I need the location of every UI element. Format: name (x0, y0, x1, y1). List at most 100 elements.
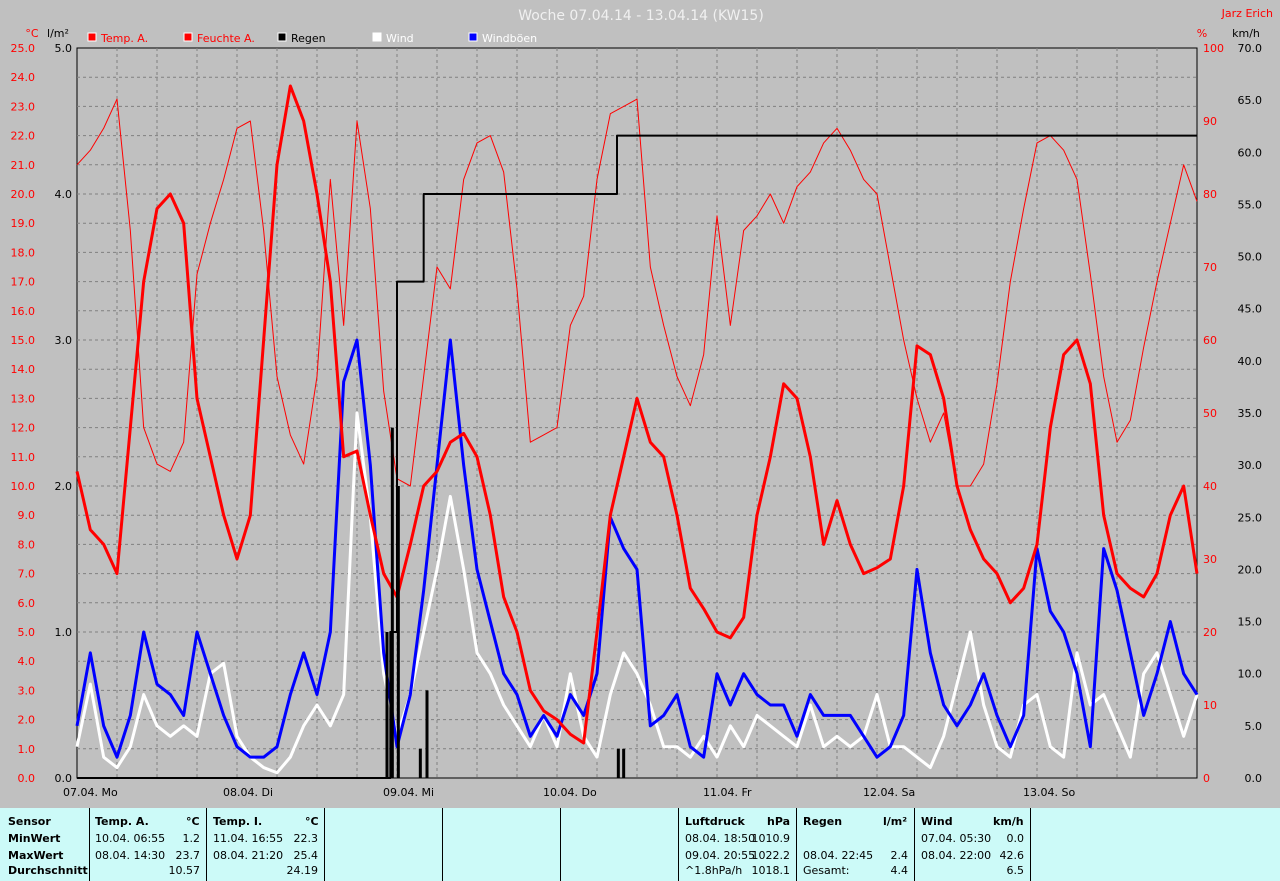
gridlines (77, 48, 1197, 778)
series-line-windb-en (75, 338, 1199, 759)
wind-tick-label: 35.0 (1238, 407, 1263, 420)
wind-tick-label: 70.0 (1238, 42, 1263, 55)
luftdruck-min-value: 1010.9 (751, 832, 791, 845)
wind-min-time: 07.04. 05:30 (921, 832, 992, 845)
legend-swatch (87, 32, 97, 42)
wind-avg-value: 6.5 (1006, 864, 1025, 877)
temp-tick-label: 18.0 (11, 246, 36, 259)
stats-col-temp-i: Temp. I. °C 11.04. 16:55 22.3 08.04. 21:… (206, 808, 324, 881)
temp-tick-label: 23.0 (11, 100, 36, 113)
wind-tick-label: 40.0 (1238, 355, 1263, 368)
luftdruck-max-time: 09.04. 20:55 (685, 849, 756, 862)
temp-a-min-time: 10.04. 06:55 (95, 832, 166, 845)
humidity-axis-unit: % (1197, 27, 1207, 40)
humidity-tick-label: 40 (1203, 480, 1217, 493)
rain-tick-label: 3.0 (55, 334, 73, 347)
rain-tick-label: 1.0 (55, 626, 73, 639)
series-line-feuchte-a (76, 98, 1198, 487)
stats-col-temp-a: Temp. A. °C 10.04. 06:55 1.2 08.04. 14:3… (89, 808, 206, 881)
legend-swatch (183, 32, 193, 42)
humidity-tick-label: 0 (1203, 772, 1210, 785)
stats-col-luftdruck: Luftdruck hPa 08.04. 18:50 1010.9 09.04.… (678, 808, 796, 881)
rain-tick-label: 5.0 (55, 42, 73, 55)
wind-max-value: 42.6 (999, 849, 1025, 862)
luftdruck-unit: hPa (767, 815, 791, 828)
wind-tick-label: 5.0 (1245, 720, 1263, 733)
temp-i-max-time: 08.04. 21:20 (213, 849, 284, 862)
regen-max-value: 2.4 (890, 849, 909, 862)
luftdruck-max-value: 1022.2 (751, 849, 791, 862)
temp-a-max-time: 08.04. 14:30 (95, 849, 166, 862)
axes: 0.0 1.0 2.0 3.0 4.0 5.0 6.0 7.0 8.0 9.0 10.0 11.0 12… (11, 42, 1263, 799)
temp-tick-label: 24.0 (11, 71, 36, 84)
legend-swatch (468, 32, 478, 42)
temp-tick-label: 22.0 (11, 130, 36, 143)
wind-tick-label: 45.0 (1238, 303, 1263, 316)
day-tick-label: 10.04. Do (543, 786, 597, 799)
luftdruck-trend: ^1.8hPa/h (685, 864, 743, 877)
series-line-wind (75, 411, 1199, 775)
wind-tick-label: 0.0 (1245, 772, 1263, 785)
stats-col-empty-1 (324, 808, 442, 881)
temp-tick-label: 0.0 (18, 772, 36, 785)
sensor-header: Sensor (8, 815, 51, 828)
wind-header: Wind (921, 815, 953, 828)
author-label: Jarz Erich (1221, 7, 1273, 20)
wind-min-value: 0.0 (1006, 832, 1025, 845)
temp-tick-label: 8.0 (18, 538, 36, 551)
temp-i-max-value: 25.4 (293, 849, 319, 862)
humidity-tick-label: 20 (1203, 626, 1217, 639)
rain-tick-label: 2.0 (55, 480, 73, 493)
regen-header: Regen (803, 815, 843, 828)
temp-i-min-value: 22.3 (293, 832, 319, 845)
humidity-tick-label: 10 (1203, 699, 1217, 712)
wind-tick-label: 65.0 (1238, 94, 1263, 107)
temp-tick-label: 9.0 (18, 509, 36, 522)
regen-max-time: 08.04. 22:45 (803, 849, 874, 862)
series-line-temp-a (75, 84, 1199, 745)
legend-label: Windböen (482, 32, 537, 45)
day-tick-label: 09.04. Mi (383, 786, 434, 799)
stats-col-empty-3 (560, 808, 678, 881)
humidity-tick-label: 90 (1203, 115, 1217, 128)
humidity-tick-label: 50 (1203, 407, 1217, 420)
stats-col-wind: Wind km/h 07.04. 05:30 0.0 08.04. 22:00 … (914, 808, 1031, 881)
stats-col-regen: Regen l/m² 08.04. 22:45 2.4 Gesamt: 4.4 (796, 808, 914, 881)
legend-label: Wind (386, 32, 414, 45)
humidity-tick-label: 70 (1203, 261, 1217, 274)
luftdruck-avg-value: 1018.1 (751, 864, 791, 877)
chart-title: Woche 07.04.14 - 13.04.14 (KW15) (518, 8, 764, 24)
temp-tick-label: 12.0 (11, 422, 36, 435)
row-label-max: MaxWert (8, 849, 64, 862)
temp-tick-label: 6.0 (18, 597, 36, 610)
legend: Temp. A. Feuchte A. Regen Wind Windböen (87, 32, 537, 45)
temp-tick-label: 15.0 (11, 334, 36, 347)
temp-i-avg-value: 24.19 (286, 864, 319, 877)
temp-tick-label: 19.0 (11, 217, 36, 230)
temp-tick-label: 14.0 (11, 363, 36, 376)
legend-label: Feuchte A. (197, 32, 255, 45)
wind-axis-unit: km/h (1232, 27, 1260, 40)
wind-unit: km/h (993, 815, 1024, 828)
stats-col-empty-2 (442, 808, 560, 881)
row-label-avg: Durchschnitt (8, 864, 88, 877)
wind-tick-label: 15.0 (1238, 616, 1263, 629)
temp-a-unit: °C (186, 815, 200, 828)
weather-chart: 0.0 1.0 2.0 3.0 4.0 5.0 6.0 7.0 8.0 9.0 10.0 11.0 12… (10, 7, 1274, 799)
wind-tick-label: 10.0 (1238, 668, 1263, 681)
humidity-tick-label: 80 (1203, 188, 1217, 201)
regen-total-value: 4.4 (890, 864, 909, 877)
series-group (75, 84, 1199, 779)
day-tick-label: 08.04. Di (223, 786, 273, 799)
legend-swatch (277, 32, 287, 42)
regen-total-label: Gesamt: (803, 864, 850, 877)
humidity-tick-label: 60 (1203, 334, 1217, 347)
temp-i-header: Temp. I. (213, 815, 263, 828)
temp-a-min-value: 1.2 (182, 832, 201, 845)
rain-tick-label: 4.0 (55, 188, 73, 201)
temp-tick-label: 7.0 (18, 568, 36, 581)
wind-tick-label: 50.0 (1238, 251, 1263, 264)
wind-tick-label: 25.0 (1238, 511, 1263, 524)
day-tick-label: 12.04. Sa (863, 786, 915, 799)
legend-label: Regen (291, 32, 326, 45)
